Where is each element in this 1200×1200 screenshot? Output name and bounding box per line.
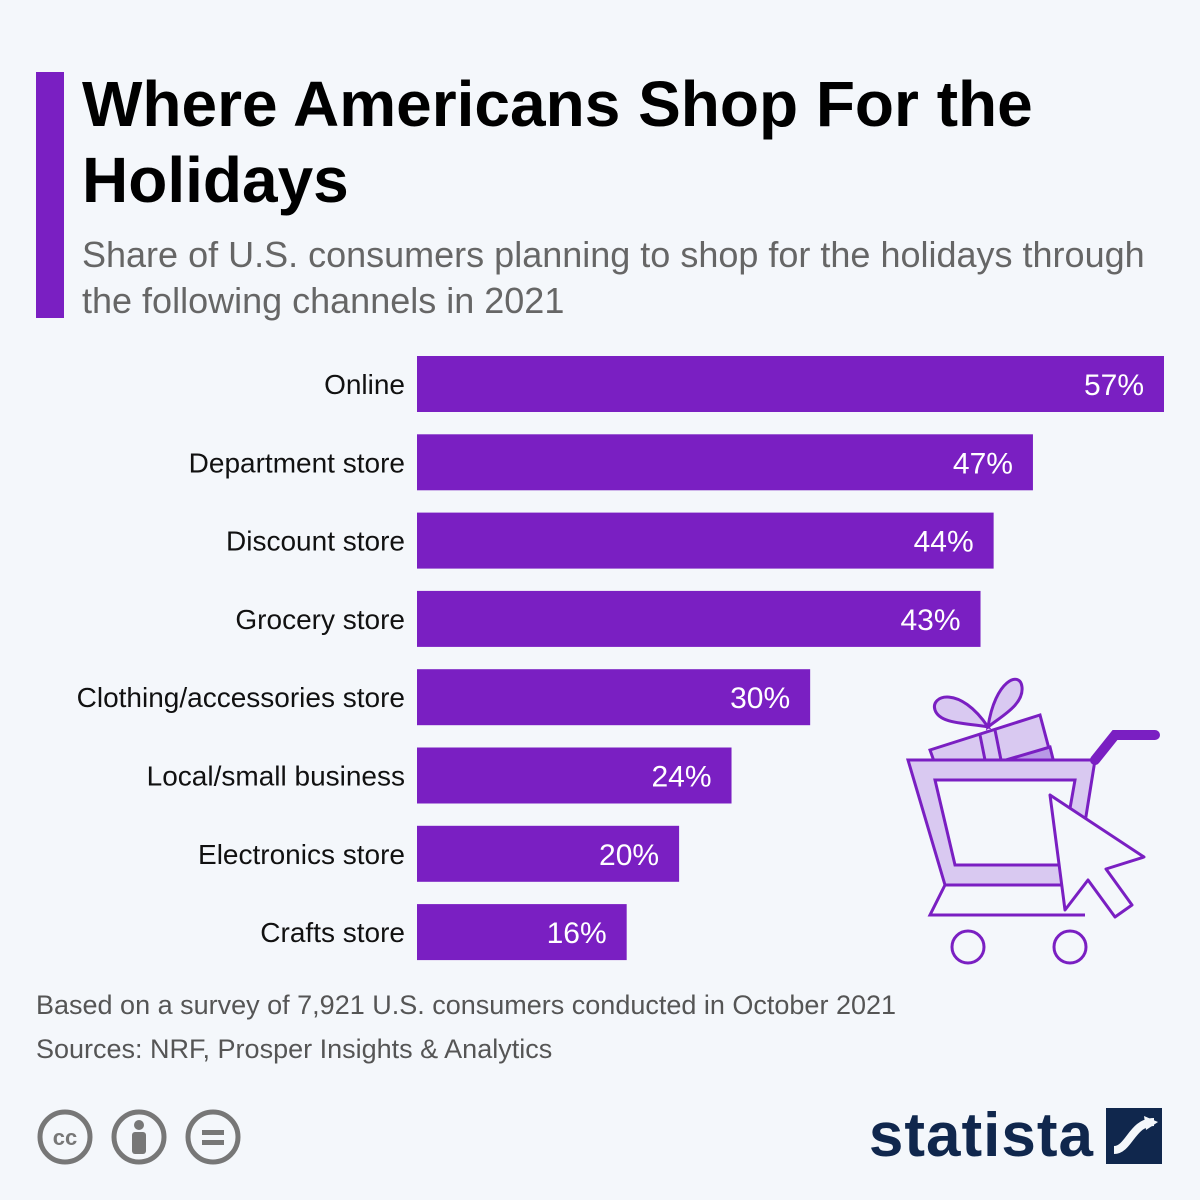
value-label: 44% <box>914 526 974 559</box>
shopping-cart-icon <box>905 730 1160 965</box>
category-label: Local/small business <box>147 761 405 792</box>
statista-logo-icon <box>1106 1107 1162 1164</box>
attribution-icon[interactable] <box>110 1108 168 1166</box>
gift-cart-illustration <box>905 677 1160 965</box>
sources-text: Sources: NRF, Prosper Insights & Analyti… <box>36 1034 553 1064</box>
category-label: Online <box>324 369 405 400</box>
chart-subtitle: Share of U.S. consumers planning to shop… <box>82 234 1145 321</box>
cc-icon[interactable]: cc <box>36 1108 94 1166</box>
category-label: Electronics store <box>198 839 405 870</box>
category-label: Crafts store <box>260 917 405 948</box>
bar-chart: Online 57% Department store 47% Discount sto… <box>77 356 1164 961</box>
bar <box>417 590 981 647</box>
chart-title: Where Americans Shop For the Holidays <box>82 68 1033 216</box>
bar <box>417 434 1033 491</box>
no-derivatives-icon[interactable] <box>184 1108 242 1166</box>
license-icons: cc <box>36 1108 242 1166</box>
mouse-cursor-icon <box>1048 793 1146 919</box>
survey-note: Based on a survey of 7,921 U.S. consumer… <box>36 990 897 1020</box>
value-label: 16% <box>547 917 607 950</box>
value-label: 24% <box>651 761 711 794</box>
bar <box>417 904 627 961</box>
brand-name: statista <box>868 1101 1094 1170</box>
category-label: Discount store <box>226 526 405 557</box>
title-accent-bar <box>36 72 64 318</box>
bar <box>417 512 994 569</box>
svg-text:cc: cc <box>53 1125 77 1150</box>
category-label: Department store <box>189 447 405 478</box>
value-label: 30% <box>730 682 790 715</box>
bar <box>417 747 732 804</box>
value-label: 47% <box>953 447 1013 480</box>
value-label: 57% <box>1084 369 1144 402</box>
value-label: 20% <box>599 839 659 872</box>
value-label: 43% <box>900 604 960 637</box>
bar <box>417 825 680 882</box>
statista-logo[interactable]: statista <box>869 1100 1164 1171</box>
category-label: Grocery store <box>235 604 405 635</box>
bar <box>417 356 1164 412</box>
category-label: Clothing/accessories store <box>77 682 405 713</box>
bar <box>417 669 811 726</box>
